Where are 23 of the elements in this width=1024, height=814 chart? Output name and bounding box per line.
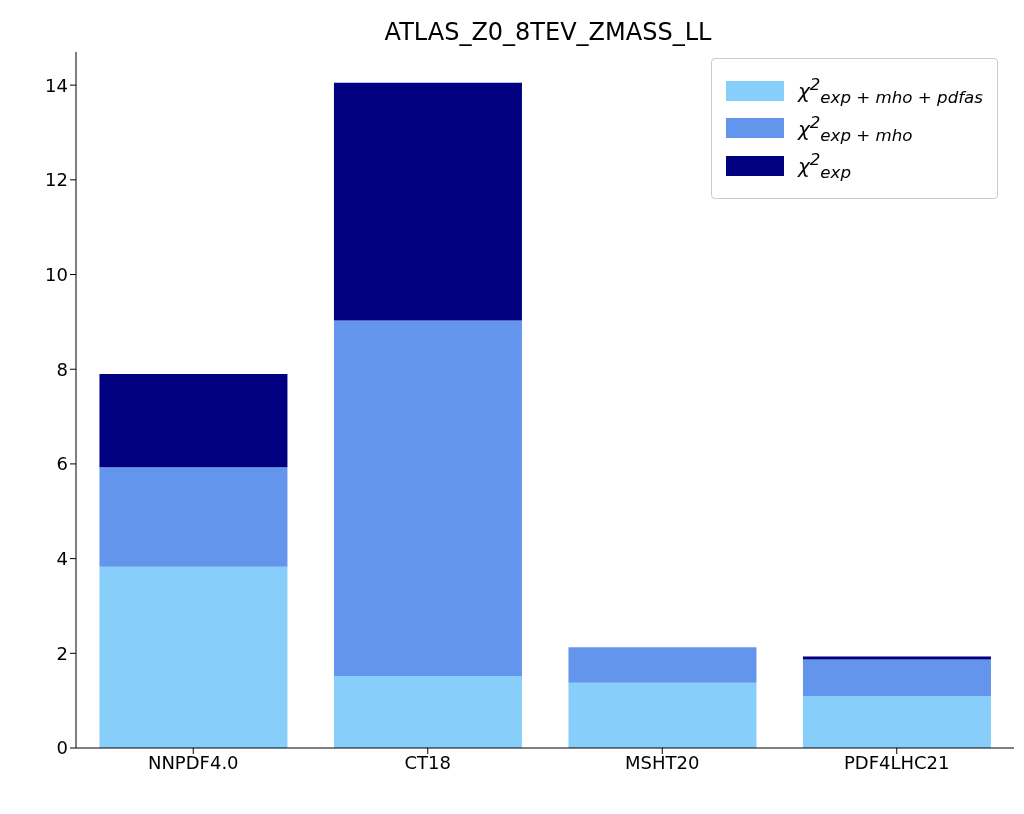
bar [99, 373, 288, 468]
chart-title: ATLAS_Z0_8TEV_ZMASS_LL [383, 18, 713, 46]
bar [333, 676, 522, 748]
bar [333, 82, 522, 321]
y-tick-label: 12 [45, 169, 68, 191]
bar [99, 467, 288, 567]
bar [802, 659, 991, 696]
y-tick-label: 8 [56, 358, 68, 380]
bar [568, 647, 757, 683]
y-tick-label: 6 [56, 453, 68, 475]
y-tick-label: 10 [45, 263, 68, 285]
x-tick-label: NNPDF4.0 [147, 751, 239, 773]
x-tick-label: CT18 [404, 751, 451, 773]
bar [802, 695, 991, 748]
y-tick-label: 0 [56, 737, 68, 759]
bar [333, 320, 522, 677]
bar [99, 566, 288, 748]
y-tick-label: 4 [56, 548, 68, 569]
y-tick-label: 2 [56, 642, 68, 664]
y-tick-label: 14 [45, 74, 68, 96]
x-tick-label: MSHT20 [625, 751, 700, 773]
x-tick-label: PDF4LHC21 [843, 751, 950, 773]
bar [568, 682, 757, 748]
